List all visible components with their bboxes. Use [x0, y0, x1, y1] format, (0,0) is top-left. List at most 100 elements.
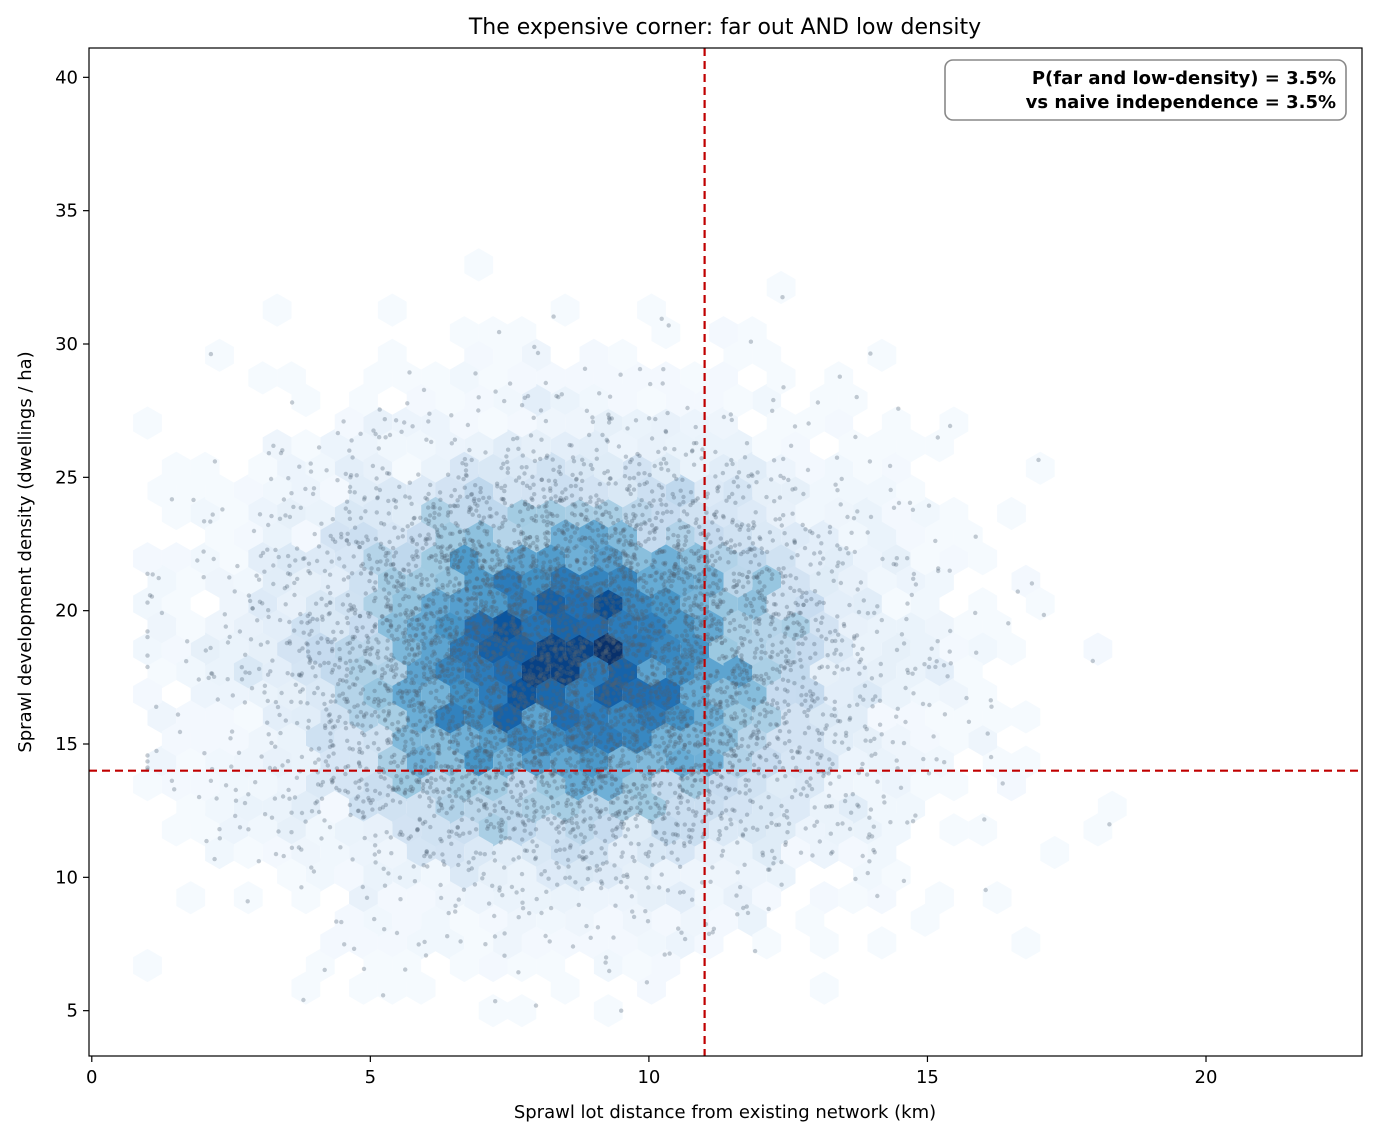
scatter-point — [679, 676, 684, 681]
scatter-point — [677, 692, 682, 697]
scatter-point — [402, 420, 407, 425]
scatter-point — [812, 641, 817, 647]
scatter-point — [819, 620, 824, 625]
scatter-point — [514, 656, 519, 661]
scatter-point — [605, 469, 610, 474]
scatter-point — [343, 506, 348, 511]
scatter-point — [664, 603, 669, 608]
hexbin-cell — [320, 655, 350, 689]
scatter-point — [501, 806, 506, 811]
scatter-point — [496, 329, 502, 335]
scatter-point — [436, 748, 441, 753]
hexbin-cell — [334, 406, 364, 440]
hexbin-cell — [896, 700, 926, 734]
scatter-point — [361, 713, 367, 718]
scatter-point — [613, 554, 618, 559]
hexbin-cell — [665, 474, 695, 508]
scatter-point — [569, 787, 575, 793]
scatter-point — [444, 704, 449, 709]
scatter-point — [468, 699, 474, 704]
scatter-point — [875, 893, 880, 899]
scatter-point — [589, 850, 594, 856]
scatter-point — [655, 680, 660, 685]
scatter-point — [349, 607, 354, 612]
hexbin-cell — [579, 383, 609, 418]
scatter-point — [661, 367, 666, 372]
scatter-point — [470, 564, 475, 569]
scatter-point — [343, 765, 348, 770]
scatter-point — [411, 557, 416, 562]
scatter-point — [585, 517, 590, 523]
hexbin-cell — [421, 677, 450, 711]
scatter-point — [744, 596, 750, 602]
hexbin-cell — [205, 609, 234, 644]
scatter-point — [373, 431, 378, 437]
scatter-point — [628, 662, 633, 667]
hexbin-cell — [665, 835, 695, 870]
scatter-point — [581, 756, 586, 762]
scatter-point — [857, 671, 862, 676]
scatter-point — [545, 683, 550, 689]
hexbin-cell — [795, 677, 825, 711]
scatter-point — [494, 608, 499, 614]
scatter-point — [561, 678, 567, 684]
scatter-point — [471, 735, 476, 740]
scatter-point — [530, 695, 535, 701]
hexbin-cell — [737, 632, 767, 666]
scatter-point — [635, 805, 640, 810]
hexbin-cell — [723, 700, 753, 734]
scatter-point — [388, 606, 393, 611]
scatter-point — [476, 585, 481, 590]
scatter-point — [724, 742, 730, 747]
scatter-point — [423, 613, 428, 618]
hexbin-cell — [766, 406, 796, 440]
scatter-point — [695, 795, 701, 800]
scatter-point — [390, 545, 396, 551]
hexbin-cell — [363, 587, 393, 621]
scatter-point — [490, 594, 496, 600]
scatter-point — [501, 671, 507, 676]
scatter-point — [503, 753, 508, 758]
hexbin-cell — [478, 316, 508, 350]
scatter-point — [722, 616, 727, 622]
scatter-point — [473, 553, 478, 559]
scatter-point — [820, 731, 825, 736]
scatter-point — [634, 733, 639, 739]
hexbin-cell — [910, 496, 940, 531]
scatter-point — [373, 833, 378, 838]
scatter-point — [707, 731, 713, 736]
scatter-point — [658, 461, 664, 466]
scatter-point — [503, 517, 508, 523]
hexbin-cell — [493, 790, 522, 824]
scatter-point — [582, 817, 587, 822]
scatter-point — [705, 686, 711, 691]
scatter-point — [512, 690, 517, 695]
scatter-point — [538, 679, 543, 684]
hexbin-cell — [968, 632, 998, 666]
hexbin-cell — [205, 700, 234, 734]
scatter-point — [604, 546, 609, 551]
scatter-point — [574, 744, 579, 749]
hexbin-cell — [565, 903, 594, 937]
hexbin-cell — [262, 700, 292, 734]
scatter-point — [556, 527, 561, 533]
scatter-point — [685, 799, 690, 804]
hexbin-cell — [766, 496, 796, 531]
scatter-point — [641, 578, 646, 584]
scatter-point — [808, 562, 813, 567]
scatter-point — [851, 516, 857, 521]
hexbin-cell — [305, 632, 335, 666]
hexbin-cell — [478, 632, 508, 666]
scatter-point — [665, 700, 671, 705]
scatter-point — [544, 683, 550, 688]
scatter-point — [607, 476, 613, 481]
scatter-point — [769, 820, 774, 826]
scatter-point — [649, 735, 654, 740]
hexbin-cell — [579, 790, 609, 824]
scatter-point — [377, 407, 382, 412]
scatter-point — [579, 602, 585, 607]
scatter-point — [679, 633, 685, 638]
scatter-point — [376, 655, 381, 660]
scatter-point — [644, 614, 649, 619]
scatter-point — [452, 504, 458, 509]
